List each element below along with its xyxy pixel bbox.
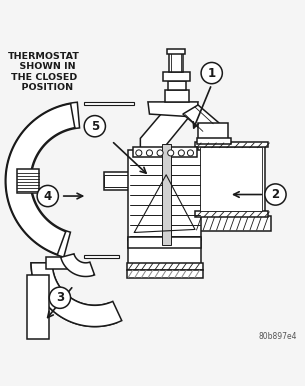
Polygon shape: [84, 102, 134, 105]
Text: 3: 3: [56, 291, 64, 304]
Polygon shape: [127, 263, 203, 271]
Polygon shape: [168, 81, 186, 90]
Text: 1: 1: [208, 66, 216, 80]
Circle shape: [49, 287, 70, 308]
Polygon shape: [198, 123, 228, 141]
Polygon shape: [195, 142, 268, 147]
Polygon shape: [165, 90, 189, 102]
Polygon shape: [104, 172, 137, 190]
Polygon shape: [167, 49, 185, 54]
Polygon shape: [195, 216, 271, 231]
Text: 80b897e4: 80b897e4: [258, 332, 297, 341]
Polygon shape: [162, 144, 171, 245]
Text: 5: 5: [91, 120, 99, 133]
Text: 4: 4: [44, 190, 52, 203]
Polygon shape: [198, 143, 265, 217]
Polygon shape: [128, 151, 201, 240]
Polygon shape: [195, 211, 268, 217]
Text: THERMOSTAT
  SHOWN IN
THE CLOSED
  POSITION: THERMOSTAT SHOWN IN THE CLOSED POSITION: [8, 52, 80, 92]
Circle shape: [136, 150, 142, 156]
Circle shape: [187, 150, 193, 156]
Polygon shape: [128, 239, 201, 264]
Polygon shape: [17, 169, 39, 193]
Polygon shape: [148, 102, 198, 117]
Circle shape: [84, 115, 106, 137]
Polygon shape: [31, 263, 122, 327]
Polygon shape: [5, 102, 80, 257]
Polygon shape: [127, 269, 203, 278]
Polygon shape: [27, 275, 49, 339]
Polygon shape: [169, 50, 183, 71]
Circle shape: [157, 150, 163, 156]
Polygon shape: [183, 105, 219, 132]
Polygon shape: [61, 254, 95, 276]
Text: 2: 2: [271, 188, 279, 201]
Polygon shape: [199, 147, 262, 211]
Circle shape: [146, 150, 152, 156]
Polygon shape: [196, 138, 231, 144]
Polygon shape: [46, 257, 72, 269]
Circle shape: [168, 150, 174, 156]
Polygon shape: [104, 175, 134, 187]
Polygon shape: [84, 255, 119, 258]
Polygon shape: [163, 71, 190, 81]
Circle shape: [37, 185, 58, 207]
Circle shape: [178, 150, 185, 156]
Circle shape: [201, 63, 222, 84]
Polygon shape: [128, 237, 201, 248]
Polygon shape: [133, 147, 196, 157]
Circle shape: [265, 184, 286, 205]
Polygon shape: [140, 105, 189, 151]
Polygon shape: [31, 263, 117, 327]
